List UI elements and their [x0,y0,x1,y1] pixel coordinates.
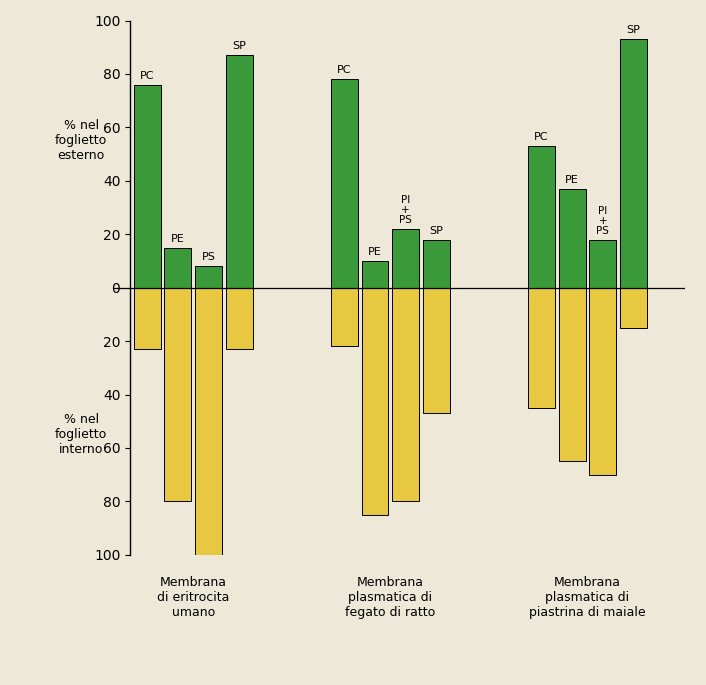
Text: PS: PS [202,252,215,262]
Text: PE: PE [171,234,185,244]
Text: PE: PE [566,175,579,185]
Bar [528,146,555,288]
Text: Membrana
di eritrocita
umano: Membrana di eritrocita umano [157,576,229,619]
Text: PC: PC [140,71,155,81]
Text: PI
+
PS: PI + PS [597,206,609,236]
Bar [195,288,222,555]
Bar [226,288,253,349]
Text: SP: SP [627,25,640,35]
Bar [133,85,160,288]
Text: % nel
foglietto
interno: % nel foglietto interno [55,413,107,456]
Text: PC: PC [534,132,549,142]
Bar [423,288,450,413]
Bar [393,288,419,501]
Text: PE: PE [368,247,382,257]
Bar [423,240,450,288]
Bar [528,288,555,408]
Bar [164,248,191,288]
Bar [558,288,585,462]
Text: PC: PC [337,65,352,75]
Bar [226,55,253,288]
Bar [331,288,358,347]
Bar [590,240,616,288]
Text: % nel
foglietto
esterno: % nel foglietto esterno [55,119,107,162]
Bar [620,39,647,288]
Bar [393,229,419,288]
Bar [590,288,616,475]
Bar [620,288,647,328]
Bar [558,189,585,288]
Bar [361,261,388,288]
Text: SP: SP [429,225,443,236]
Bar [361,288,388,515]
Text: SP: SP [232,41,246,51]
Text: PI
+
PS: PI + PS [400,195,412,225]
Text: Membrana
plasmatica di
piastrina di maiale: Membrana plasmatica di piastrina di maia… [530,576,646,619]
Text: Membrana
plasmatica di
fegato di ratto: Membrana plasmatica di fegato di ratto [345,576,436,619]
Bar [331,79,358,288]
Bar [195,266,222,288]
Bar [164,288,191,501]
Bar [133,288,160,349]
